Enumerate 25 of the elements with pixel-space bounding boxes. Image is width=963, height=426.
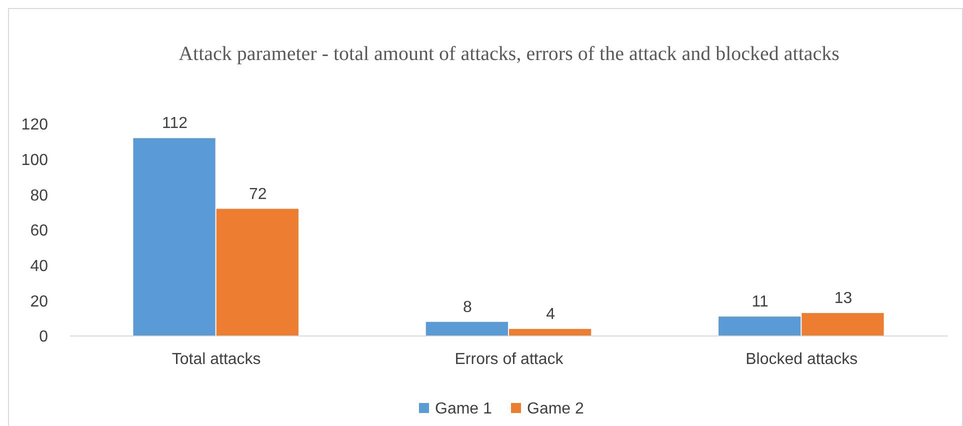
legend-label: Game 1	[435, 400, 492, 418]
bar	[133, 138, 216, 336]
bar	[216, 208, 298, 336]
bar	[802, 313, 884, 336]
y-tick-label: 0	[39, 328, 48, 346]
data-label: 112	[162, 115, 188, 132]
y-tick-label: 80	[30, 187, 48, 204]
data-label: 13	[834, 290, 852, 308]
x-tick-label: Blocked attacks	[746, 351, 858, 368]
bar	[718, 316, 801, 336]
data-label: 11	[752, 294, 769, 311]
y-tick-label: 120	[21, 116, 48, 134]
data-label: 8	[462, 298, 472, 316]
y-tick-label: 20	[30, 293, 48, 310]
data-label: 4	[546, 306, 556, 323]
y-tick-label: 100	[21, 152, 48, 169]
bar	[426, 322, 508, 336]
y-tick-label: 40	[30, 258, 48, 275]
x-tick-label: Errors of attack	[454, 351, 564, 368]
bar	[509, 328, 592, 336]
x-tick-label: Total attacks	[172, 351, 261, 368]
legend-label: Game 2	[527, 400, 584, 418]
data-label: 72	[248, 186, 267, 203]
y-tick-label: 60	[30, 222, 48, 240]
chart-title: Attack parameter - total amount of attacks, errors of the attack and blocked attacks	[178, 43, 840, 65]
